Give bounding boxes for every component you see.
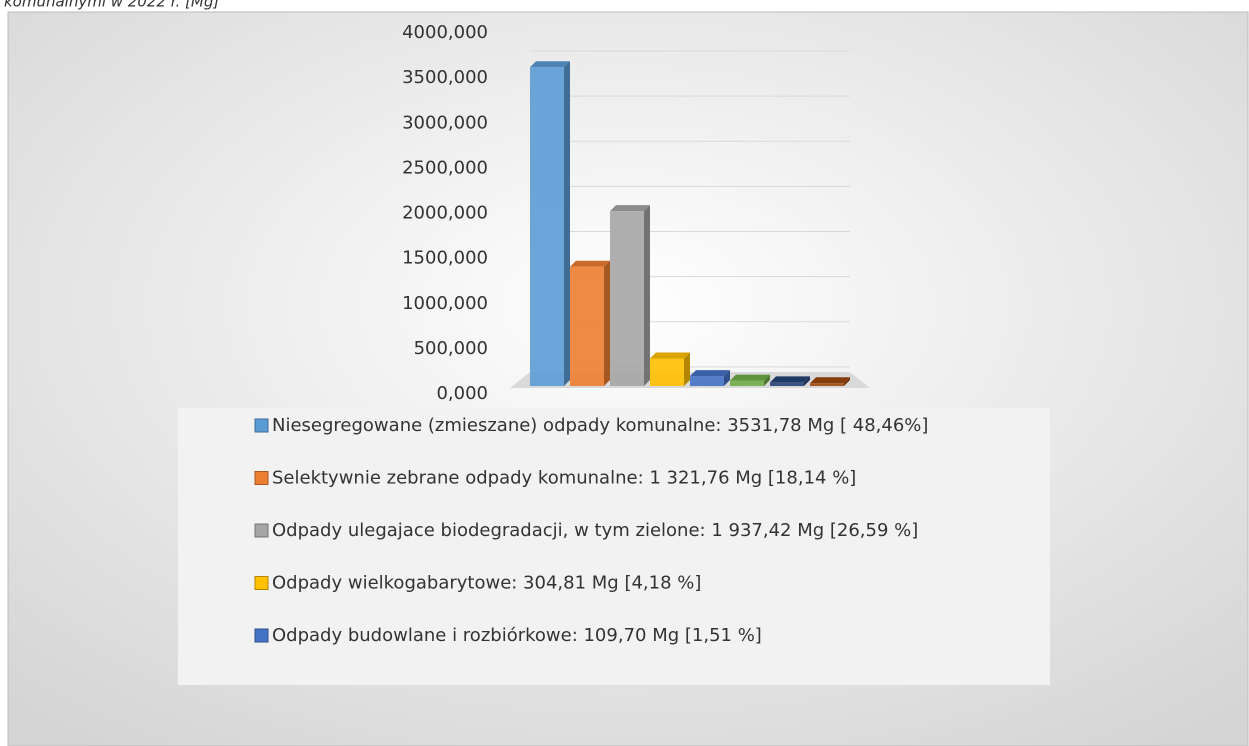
bar-top bbox=[650, 352, 690, 359]
legend-swatch bbox=[254, 471, 269, 485]
legend-label: Odpady wielkogabarytowe: 304,81 Mg [4,18… bbox=[272, 573, 701, 594]
bar-side bbox=[724, 370, 730, 386]
bar bbox=[770, 382, 804, 386]
y-tick-label: 3500,000 bbox=[402, 67, 488, 88]
bar bbox=[730, 380, 764, 386]
y-tick-label: 1500,000 bbox=[402, 248, 488, 269]
legend-swatch bbox=[254, 576, 269, 590]
bar-side bbox=[844, 377, 850, 386]
y-tick-label: 2000,000 bbox=[402, 203, 488, 224]
bar-top bbox=[770, 376, 810, 383]
y-tick-label: 500,000 bbox=[414, 338, 488, 359]
bar-side bbox=[804, 376, 810, 386]
bar-side bbox=[564, 61, 570, 386]
legend-label: Selektywnie zebrane odpady komunalne: 1 … bbox=[272, 468, 856, 489]
legend-swatch bbox=[254, 418, 269, 433]
bar-top bbox=[810, 377, 850, 384]
legend-label: Odpady budowlane i rozbiórkowe: 109,70 M… bbox=[272, 625, 762, 646]
bar-side bbox=[684, 352, 690, 386]
legend-swatch bbox=[254, 628, 269, 643]
bar bbox=[530, 67, 564, 387]
bar bbox=[610, 211, 644, 386]
bar bbox=[570, 266, 604, 386]
legend-label: Odpady ulegajace biodegradacji, w tym zi… bbox=[272, 520, 918, 541]
y-tick-label: 0,000 bbox=[436, 383, 488, 404]
bar-top bbox=[530, 61, 570, 68]
legend-label: Niesegregowane (zmieszane) odpady komuna… bbox=[272, 415, 928, 436]
bar-side bbox=[644, 205, 650, 386]
y-tick-label: 2500,000 bbox=[402, 157, 488, 178]
bar-top bbox=[690, 370, 730, 377]
bar bbox=[650, 358, 684, 386]
bar-top bbox=[730, 374, 770, 381]
y-tick-label: 1000,000 bbox=[402, 293, 488, 314]
bar-side bbox=[604, 260, 610, 386]
bar-top bbox=[610, 205, 650, 212]
bar-top bbox=[570, 260, 610, 267]
bar bbox=[810, 383, 844, 386]
bar-side bbox=[764, 374, 770, 386]
y-tick-label: 4000,000 bbox=[402, 22, 488, 43]
legend-box bbox=[178, 408, 1050, 685]
y-tick-label: 3000,000 bbox=[402, 112, 488, 133]
bar bbox=[690, 376, 724, 386]
chart-title: komunalnymi w 2022 r. [Mg] bbox=[4, 0, 219, 11]
legend-swatch bbox=[254, 523, 269, 538]
